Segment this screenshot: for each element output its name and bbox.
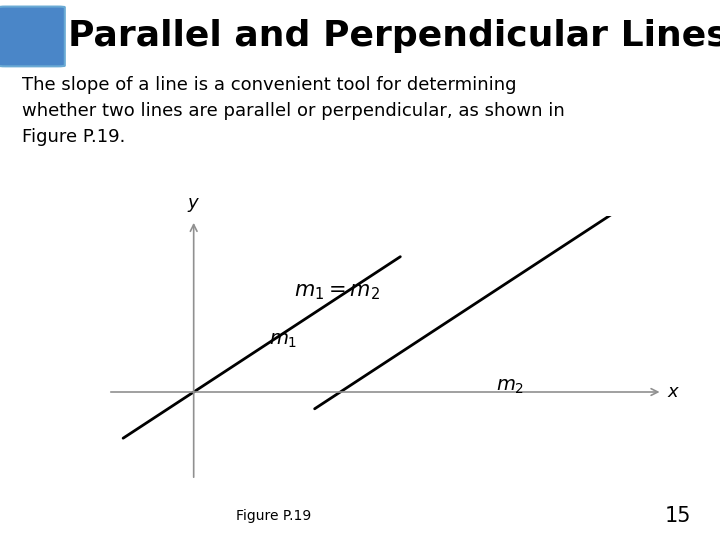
Text: 15: 15 (665, 505, 691, 526)
Text: $y$: $y$ (187, 196, 200, 214)
Text: $x$: $x$ (667, 383, 680, 401)
Text: The slope of a line is a convenient tool for determining
whether two lines are p: The slope of a line is a convenient tool… (22, 76, 564, 146)
Text: Parallel and Perpendicular Lines: Parallel and Perpendicular Lines (68, 19, 720, 53)
Text: Figure P.19: Figure P.19 (236, 509, 311, 523)
Text: $m_1 = m_2$: $m_1 = m_2$ (294, 282, 381, 302)
FancyBboxPatch shape (0, 6, 65, 66)
Text: $m_1$: $m_1$ (269, 330, 297, 349)
Text: $m_2$: $m_2$ (496, 376, 524, 395)
